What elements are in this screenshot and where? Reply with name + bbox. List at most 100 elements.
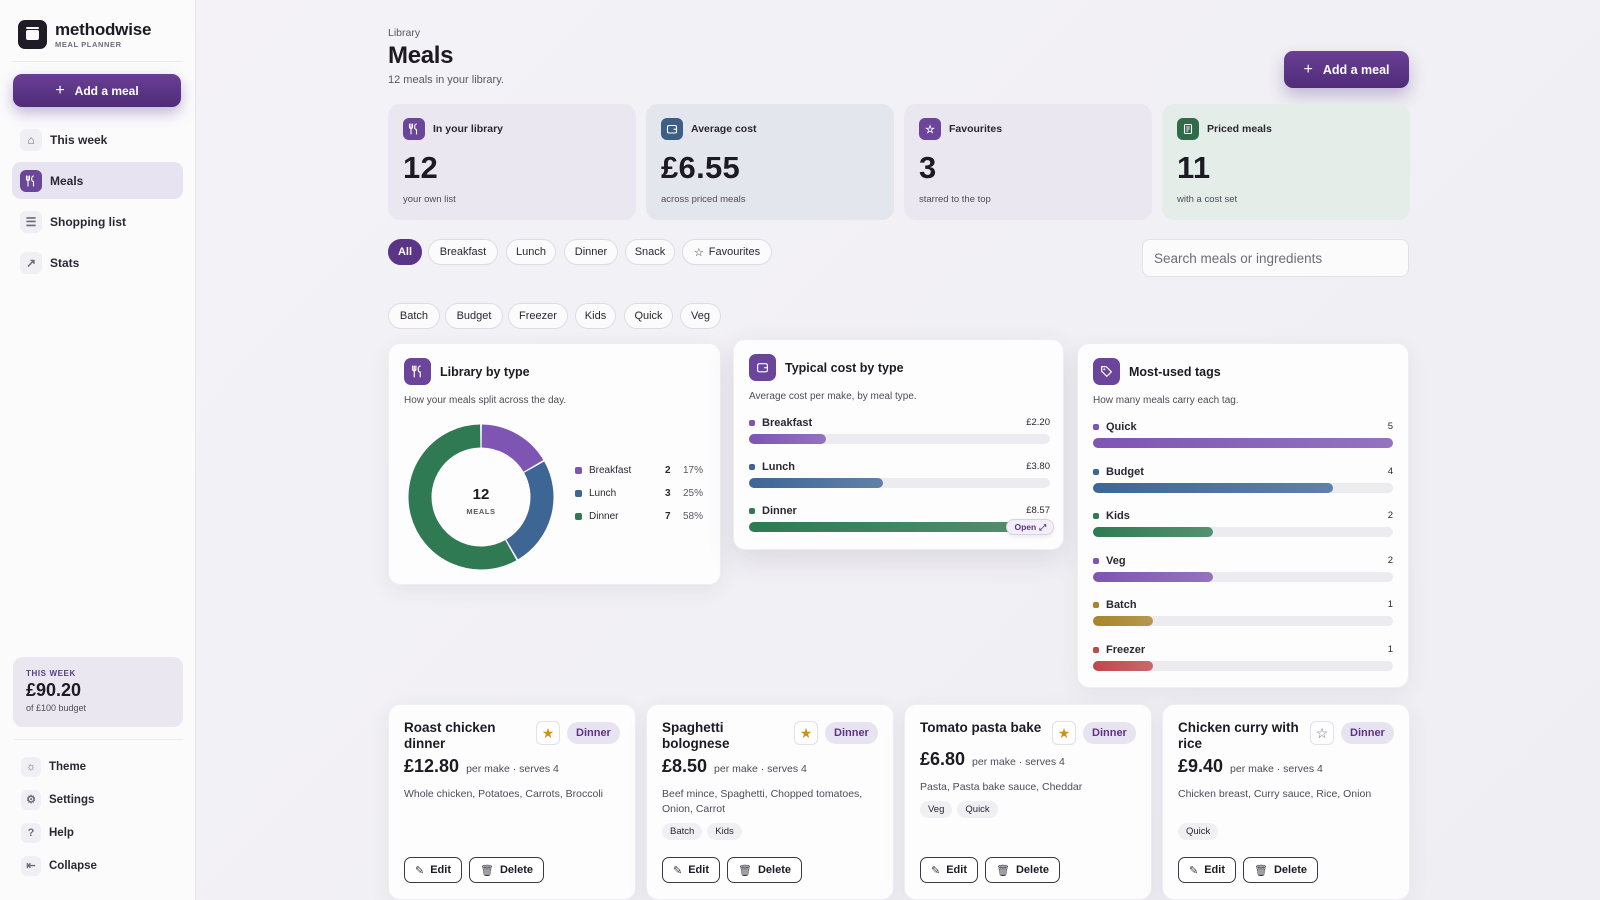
filter-chip-breakfast[interactable]: Breakfast	[428, 239, 498, 265]
meal-tag: Batch	[662, 823, 703, 840]
sidebar-item-help[interactable]: ? Help	[13, 816, 183, 849]
bar-track	[1093, 482, 1393, 493]
delete-button[interactable]: 🗑︎ Delete	[727, 857, 802, 883]
add-meal-button[interactable]: + Add a meal	[1284, 51, 1409, 88]
sidebar-item-label: Shopping list	[50, 214, 126, 229]
legend-swatch	[575, 467, 582, 474]
sidebar-divider	[13, 739, 183, 740]
delete-button[interactable]: 🗑︎ Delete	[985, 857, 1060, 883]
chip-label: All	[397, 246, 413, 258]
sidebar-item-collapse[interactable]: ⇤ Collapse	[13, 849, 183, 882]
filter-chip-lunch[interactable]: Lunch	[506, 239, 556, 265]
stat-card-favourites: ☆ Favourites 3 starred to the top	[904, 104, 1152, 220]
stat-subtext: with a cost set	[1177, 194, 1238, 205]
favourite-toggle[interactable]: ★	[536, 721, 560, 745]
tag-chip-veg[interactable]: Veg	[680, 303, 721, 329]
donut-slice-dinner	[408, 424, 517, 570]
bar-track	[1093, 438, 1393, 448]
utensils-icon	[20, 169, 42, 192]
page-title: Meals	[388, 42, 454, 69]
row-value: 2	[1387, 554, 1393, 566]
plus-icon: +	[55, 81, 65, 99]
edit-button[interactable]: ✎ Edit	[662, 857, 720, 883]
row-swatch	[1093, 647, 1099, 653]
sidebar-item-shopping-list[interactable]: ☰ Shopping list	[12, 203, 183, 240]
meal-card[interactable]: Chicken curry with rice ☆ Dinner £9.40 per m…	[1162, 704, 1410, 900]
stat-value: 11	[1177, 150, 1211, 185]
favourite-toggle[interactable]: ★	[1052, 721, 1076, 745]
stat-card-library: In your library 12 your own list	[388, 104, 636, 220]
filter-chip-all[interactable]: All	[388, 239, 422, 265]
meal-ingredients: Chicken breast, Curry sauce, Rice, Onion	[1178, 788, 1372, 800]
star-icon: ☆	[919, 118, 941, 140]
open-label: Open	[1014, 522, 1037, 532]
sidebar-item-this-week[interactable]: ⌂ This week	[12, 121, 183, 158]
edit-button[interactable]: ✎ Edit	[404, 857, 462, 883]
trash-icon: 🗑︎	[738, 864, 752, 877]
trend-icon: ↗	[20, 251, 42, 274]
sidebar-add-meal-button[interactable]: + Add a meal	[13, 74, 181, 107]
row-label: Lunch	[762, 461, 795, 473]
chip-label: Kids	[584, 310, 607, 322]
cost-row-breakfast: Breakfast £2.20	[749, 417, 1050, 445]
edit-label: Edit	[1204, 864, 1225, 876]
bar-fill	[1093, 438, 1393, 448]
tag-chip-batch[interactable]: Batch	[388, 303, 440, 329]
favourite-toggle[interactable]: ☆	[1310, 721, 1334, 745]
sidebar-item-meals[interactable]: Meals	[12, 162, 183, 199]
sidebar-item-stats[interactable]: ↗ Stats	[12, 244, 183, 281]
tag-chip-kids[interactable]: Kids	[575, 303, 616, 329]
tag-row-freezer: Freezer 1	[1093, 644, 1393, 672]
meal-card[interactable]: Roast chicken dinner ★ Dinner £12.80 per mak…	[388, 704, 636, 900]
meal-ingredients: Pasta, Pasta bake sauce, Cheddar	[920, 781, 1083, 793]
edit-button[interactable]: ✎ Edit	[1178, 857, 1236, 883]
filter-chip-snack[interactable]: Snack	[625, 239, 675, 265]
chip-label: Favourites	[708, 246, 761, 258]
bar-fill	[1093, 482, 1333, 493]
delete-button[interactable]: 🗑︎ Delete	[469, 857, 544, 883]
panel-title: Most-used tags	[1129, 364, 1221, 379]
meal-type-badge: Dinner	[1083, 722, 1136, 744]
open-button[interactable]: Open ⤢	[1006, 519, 1054, 535]
row-value: 2	[1387, 510, 1393, 522]
wallet-icon	[661, 118, 683, 140]
star-outline-icon: ☆	[1315, 724, 1329, 741]
delete-button[interactable]: 🗑︎ Delete	[1243, 857, 1318, 883]
tag-row-kids: Kids 2	[1093, 510, 1393, 538]
brand-name: methodwise	[55, 19, 152, 39]
stat-label: Average cost	[691, 123, 757, 135]
meal-price: £8.50	[662, 756, 708, 776]
tag-chip-budget[interactable]: Budget	[445, 303, 503, 329]
bar-track	[1093, 527, 1393, 538]
meal-title: Chicken curry with rice	[1178, 720, 1299, 751]
sidebar-item-label: Meals	[50, 173, 84, 188]
legend-name: Lunch	[589, 488, 617, 499]
typical-cost-panel[interactable]: Typical cost by type Average cost per ma…	[733, 339, 1064, 550]
row-swatch	[749, 464, 755, 470]
search-input[interactable]	[1154, 250, 1397, 266]
sidebar-item-label: Collapse	[49, 859, 97, 872]
bar-fill	[1093, 661, 1153, 671]
chip-label: Lunch	[516, 246, 546, 258]
library-by-type-panel: Library by type How your meals split acr…	[388, 343, 721, 585]
week-budget-value: £90.20	[26, 680, 82, 700]
gear-icon: ⚙	[21, 789, 41, 810]
stat-subtext: across priced meals	[661, 194, 746, 205]
meal-card[interactable]: Spaghetti bolognese ★ Dinner £8.50 per make …	[646, 704, 894, 900]
filter-chip-favourites[interactable]: ☆ Favourites	[682, 239, 772, 265]
edit-button[interactable]: ✎ Edit	[920, 857, 978, 883]
chip-label: Dinner	[574, 246, 608, 258]
favourite-toggle[interactable]: ★	[794, 721, 818, 745]
plus-icon: +	[1303, 60, 1313, 78]
row-label: Veg	[1106, 554, 1126, 567]
bar-track	[749, 478, 1050, 488]
bar-fill	[749, 434, 827, 444]
panel-title: Library by type	[440, 364, 530, 379]
sidebar-item-label: This week	[50, 132, 108, 147]
meal-card[interactable]: Tomato pasta bake ★ Dinner £6.80 per make · …	[904, 704, 1152, 900]
sidebar-item-settings[interactable]: ⚙ Settings	[13, 783, 183, 816]
tag-chip-quick[interactable]: Quick	[624, 303, 673, 329]
tag-chip-freezer[interactable]: Freezer	[508, 303, 568, 329]
filter-chip-dinner[interactable]: Dinner	[564, 239, 618, 265]
sidebar-item-theme[interactable]: ☼ Theme	[13, 750, 183, 783]
